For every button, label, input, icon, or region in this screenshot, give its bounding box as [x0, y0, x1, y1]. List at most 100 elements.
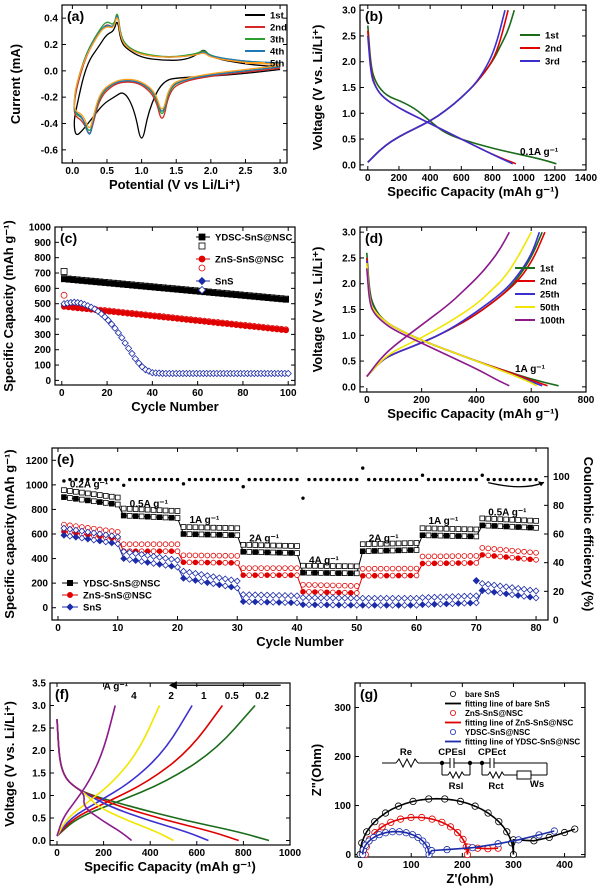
rate-point-spike: [478, 586, 486, 595]
rate-point-charge-ZnS-SnS@NSC: [156, 548, 163, 554]
ce-point: [181, 482, 186, 486]
rate-point-discharge-ZnS-SnS@NSC: [156, 541, 163, 547]
legend-entry: 100th: [540, 316, 565, 327]
rate-point-discharge-SnS: [78, 527, 86, 535]
rate-point-discharge-ZnS-SnS@NSC: [198, 552, 205, 559]
legend-marker-open: [197, 285, 207, 295]
gcd-curve-25th-charge: [366, 231, 541, 378]
gcd-curve-50th-discharge: [366, 263, 538, 387]
y-tick-label: 1.5: [342, 305, 356, 316]
rate-point-charge-SnS: [496, 589, 504, 597]
rate-point-discharge-ZnS-SnS@NSC: [425, 553, 432, 560]
rate-point-charge-YDSC-SnS@NSC: [443, 532, 450, 539]
rate-label-1: 1: [201, 691, 207, 702]
rate-point-discharge-YDSC-SnS@NSC: [85, 490, 91, 497]
legend-entry: 4th: [270, 47, 284, 58]
rate-point-discharge-SnS: [377, 594, 385, 602]
rate-point-charge-SnS: [263, 598, 271, 606]
y-tick-label: 0: [45, 376, 51, 387]
rate-point-discharge-ZnS-SnS@NSC: [162, 541, 169, 547]
rate-point-charge-SnS: [96, 537, 104, 545]
rate-point-charge-YDSC-SnS@NSC: [491, 523, 498, 529]
ce-point: [145, 477, 150, 482]
cycle-point-SnS: [104, 316, 112, 324]
rate-point-charge-YDSC-SnS@NSC: [371, 548, 378, 554]
rate-point-charge-ZnS-SnS@NSC: [246, 572, 253, 578]
panel-label: (d): [365, 230, 383, 246]
cycle-point-SnS: [111, 324, 119, 332]
rate-point-discharge-ZnS-SnS@NSC: [180, 552, 187, 559]
rate-point-discharge-SnS: [305, 594, 313, 602]
rate-point-discharge-SnS: [114, 533, 122, 541]
rate-point-charge-SnS: [120, 555, 128, 563]
legend-marker: [449, 710, 456, 717]
panel-b: 0 200 400 600 800 1000 1200 1400 0.0 0.5 1.0 1.5 2.0…: [310, 4, 598, 199]
ce-point: [498, 477, 502, 482]
rate-point-charge-ZnS-SnS@NSC: [455, 560, 462, 566]
rate-point-charge-YDSC-SnS@NSC: [485, 522, 492, 529]
rate-point-charge-ZnS-SnS@NSC: [342, 589, 348, 596]
y-tick-label: -0.6: [41, 145, 59, 156]
rate-point-discharge-YDSC-SnS@NSC: [240, 542, 247, 548]
legend-entry: ZnS-SnS@NSC: [83, 591, 152, 602]
ce-point: [68, 477, 72, 482]
ce-point: [426, 477, 431, 482]
ce-point: [253, 477, 257, 482]
rate-point-discharge-YDSC-SnS@NSC: [353, 563, 360, 570]
rate-point-discharge-SnS: [448, 593, 456, 601]
rate-point-charge-ZnS-SnS@NSC: [359, 572, 366, 579]
x-tick-label: 800: [578, 395, 595, 406]
rate-point-discharge-YDSC-SnS@NSC: [210, 524, 217, 531]
x-tick-label: 200: [391, 173, 408, 184]
rate-point-charge-ZnS-SnS@NSC: [294, 572, 300, 578]
rate-point-charge-YDSC-SnS@NSC: [246, 549, 253, 555]
rate-point-discharge-SnS: [430, 593, 438, 601]
ce-arrow-head: [538, 481, 544, 487]
rate-point-discharge-YDSC-SnS@NSC: [312, 563, 318, 569]
rate-point-discharge-SnS: [425, 593, 432, 601]
rate-point-discharge-SnS: [102, 531, 110, 539]
rate-point-discharge-YDSC-SnS@NSC: [359, 541, 366, 547]
rate-point-charge-YDSC-SnS@NSC: [216, 532, 223, 538]
rate-point-discharge-YDSC-SnS@NSC: [371, 541, 378, 547]
rate-point-discharge-ZnS-SnS@NSC: [503, 547, 509, 553]
rate-point-discharge-ZnS-SnS@NSC: [491, 546, 498, 552]
rate-point-charge-YDSC-SnS@NSC: [389, 547, 396, 554]
rate-point-discharge-YDSC-SnS@NSC: [503, 516, 509, 523]
ce-point: [241, 485, 245, 489]
rate-point-discharge-YDSC-SnS@NSC: [288, 543, 294, 549]
circuit-label-cpe-ct: CPEct: [478, 747, 507, 758]
rate-point-discharge-SnS: [389, 594, 397, 602]
rate-point-charge-SnS: [180, 574, 187, 582]
rate-point-charge-ZnS-SnS@NSC: [264, 572, 270, 578]
y-tick-label: 0.4: [44, 14, 58, 25]
rate-point-charge-SnS: [287, 599, 295, 607]
rate-point-charge-SnS: [114, 540, 122, 548]
x-tick-label: 2.5: [239, 166, 253, 177]
rate-point-charge-YDSC-SnS@NSC: [180, 531, 187, 537]
y-tick-label: 100: [334, 801, 351, 812]
rate-point-charge-ZnS-SnS@NSC: [192, 559, 199, 566]
ce-point: [510, 477, 514, 482]
rate-point-charge-ZnS-SnS@NSC: [312, 589, 318, 595]
rate-point-discharge-ZnS-SnS@NSC: [407, 565, 414, 572]
y-tick-label: 0.5: [342, 135, 356, 146]
ce-point: [402, 477, 407, 482]
circuit-resistor-rct: [487, 770, 505, 780]
rate-point-discharge-YDSC-SnS@NSC: [270, 542, 276, 549]
plot-frame: [54, 226, 296, 386]
rate-point-charge-YDSC-SnS@NSC: [449, 533, 456, 539]
y2-tick-label: 100: [553, 472, 570, 483]
rate-point-discharge-YDSC-SnS@NSC: [162, 507, 169, 514]
rate-point-discharge-ZnS-SnS@NSC: [431, 553, 438, 560]
rate-point-discharge-YDSC-SnS@NSC: [67, 488, 73, 494]
x-axis-label: Z'(ohm): [446, 871, 493, 886]
rate-label-0.2: 0.2: [255, 691, 269, 702]
rate-point-charge-SnS: [209, 580, 217, 588]
rate-point-discharge-YDSC-SnS@NSC: [150, 507, 157, 513]
ce-point: [247, 477, 251, 482]
rate-point-discharge-YDSC-SnS@NSC: [300, 562, 306, 569]
rate-point-charge-YDSC-SnS@NSC: [521, 524, 527, 531]
rate-point-discharge-ZnS-SnS@NSC: [186, 552, 193, 559]
circuit-node: [439, 760, 445, 766]
